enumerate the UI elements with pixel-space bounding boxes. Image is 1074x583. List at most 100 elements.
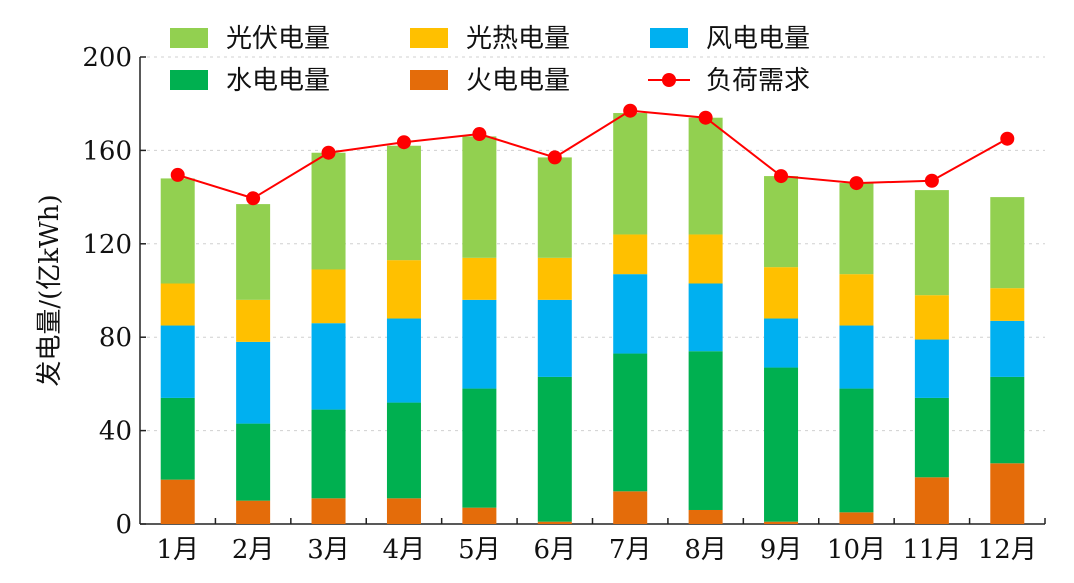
bar-segment <box>764 521 799 524</box>
bar-segment <box>764 367 799 522</box>
bar-segment <box>914 190 949 296</box>
x-tick-label: 10月 <box>827 535 886 565</box>
bar-segment <box>688 509 723 524</box>
load-demand-point <box>924 173 939 188</box>
load-demand-point <box>396 135 411 150</box>
bar-segment <box>236 204 271 300</box>
bar-segment <box>537 257 572 300</box>
x-tick-label: 12月 <box>978 535 1037 565</box>
y-tick-label: 200 <box>82 43 132 73</box>
x-tick-label: 2月 <box>232 535 275 565</box>
bar-segment <box>613 353 648 492</box>
bar-segment <box>688 351 723 510</box>
y-tick-label: 0 <box>115 510 132 540</box>
bar-segment <box>386 145 421 261</box>
bar-segment <box>311 409 346 499</box>
bar-segment <box>236 299 271 342</box>
bar-segment <box>990 463 1025 524</box>
y-tick-label: 160 <box>82 136 132 166</box>
bar-segment <box>462 388 497 508</box>
y-tick-label: 80 <box>99 323 132 353</box>
bar-segment <box>990 376 1025 464</box>
x-tick-label: 9月 <box>760 535 803 565</box>
bar-segment <box>764 267 799 319</box>
legend-swatch <box>170 70 208 90</box>
bar-segment <box>839 274 874 326</box>
bar-segment <box>386 260 421 319</box>
bar-segment <box>236 423 271 501</box>
bar-segment <box>160 178 195 284</box>
load-demand-point <box>623 103 638 118</box>
legend-swatch <box>410 28 448 48</box>
legend-swatch <box>170 28 208 48</box>
load-demand-point <box>774 169 789 184</box>
bar-segment <box>990 197 1025 289</box>
legend-label: 水电电量 <box>226 66 330 96</box>
bar-segment <box>386 402 421 499</box>
bar-segment <box>160 325 195 398</box>
bar-segment <box>914 295 949 340</box>
legend-marker <box>662 73 676 87</box>
bar-segment <box>914 339 949 398</box>
bar-segment <box>537 521 572 524</box>
legend-label: 光热电量 <box>466 24 570 54</box>
bar-segment <box>688 117 723 235</box>
bar-segment <box>462 299 497 389</box>
bar-segment <box>613 113 648 235</box>
load-demand-point <box>246 191 261 206</box>
load-demand-point <box>321 145 336 160</box>
y-axis-label: 发电量/(亿kWh) <box>35 194 65 386</box>
bar-segment <box>462 257 497 300</box>
bar-segment <box>160 479 195 524</box>
load-demand-point <box>1000 131 1015 146</box>
bar-segment <box>839 388 874 513</box>
bar-segment <box>311 152 346 270</box>
bar-segment <box>990 288 1025 321</box>
bar-segment <box>613 234 648 275</box>
bar-segment <box>839 325 874 389</box>
x-tick-label: 4月 <box>383 535 426 565</box>
bar-segment <box>537 299 572 377</box>
bar-segment <box>914 477 949 524</box>
bar-segment <box>462 507 497 524</box>
bar-segment <box>764 176 799 268</box>
legend-label: 风电电量 <box>706 24 810 54</box>
x-tick-label: 8月 <box>684 535 727 565</box>
bar-segment <box>160 283 195 326</box>
bar-segment <box>839 183 874 275</box>
legend-label: 负荷需求 <box>706 66 810 96</box>
bar-segment <box>613 274 648 354</box>
bar-segment <box>311 323 346 410</box>
bar-segment <box>311 498 346 524</box>
bar-segment <box>839 512 874 524</box>
bar-segment <box>914 397 949 478</box>
bar-segment <box>311 269 346 324</box>
bar-segment <box>160 397 195 480</box>
load-demand-line <box>177 109 1008 200</box>
load-demand-point <box>547 150 562 165</box>
legend-swatch <box>410 70 448 90</box>
bar-segment <box>764 318 799 368</box>
bar-segment <box>537 157 572 258</box>
x-tick-label: 7月 <box>609 535 652 565</box>
bar-segment <box>386 498 421 524</box>
x-tick-label: 6月 <box>534 535 577 565</box>
load-demand-point <box>472 127 487 142</box>
x-tick-label: 11月 <box>902 535 961 565</box>
bar-segment <box>613 491 648 524</box>
legend-swatch <box>650 28 688 48</box>
bar-segment <box>386 318 421 403</box>
bar-segment <box>688 234 723 284</box>
y-tick-label: 40 <box>99 417 132 447</box>
bar-segment <box>236 500 271 524</box>
x-tick-label: 3月 <box>307 535 350 565</box>
bar-segment <box>462 136 497 258</box>
bar-segment <box>990 320 1025 377</box>
legend-label: 光伏电量 <box>226 24 330 54</box>
load-demand-point <box>849 176 864 191</box>
y-tick-label: 120 <box>82 230 132 260</box>
bar-segment <box>236 341 271 424</box>
load-demand-point <box>698 110 713 125</box>
load-demand-point <box>170 167 185 182</box>
